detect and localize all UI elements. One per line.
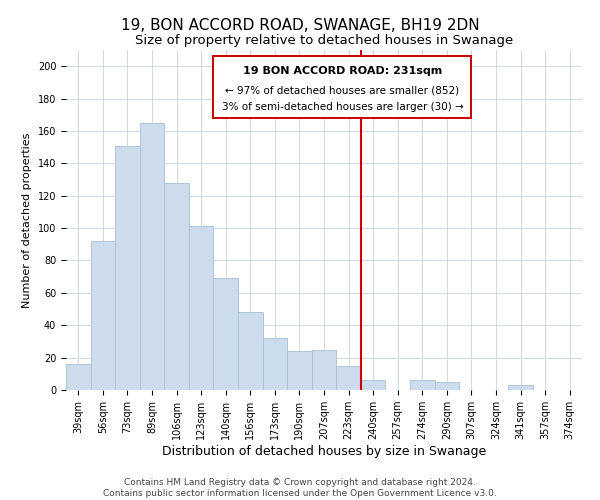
Y-axis label: Number of detached properties: Number of detached properties — [22, 132, 32, 308]
FancyBboxPatch shape — [214, 56, 472, 118]
Text: 19 BON ACCORD ROAD: 231sqm: 19 BON ACCORD ROAD: 231sqm — [243, 66, 442, 76]
Bar — [115, 146, 140, 390]
Bar — [238, 312, 263, 390]
Text: ← 97% of detached houses are smaller (852): ← 97% of detached houses are smaller (85… — [226, 86, 460, 96]
Bar — [164, 183, 189, 390]
Bar — [140, 123, 164, 390]
Title: Size of property relative to detached houses in Swanage: Size of property relative to detached ho… — [135, 34, 513, 48]
Bar — [66, 364, 91, 390]
Bar — [91, 241, 115, 390]
Text: Contains HM Land Registry data © Crown copyright and database right 2024.
Contai: Contains HM Land Registry data © Crown c… — [103, 478, 497, 498]
Text: 3% of semi-detached houses are larger (30) →: 3% of semi-detached houses are larger (3… — [221, 102, 463, 112]
Bar — [410, 380, 434, 390]
Bar — [189, 226, 214, 390]
Bar — [312, 350, 336, 390]
Bar — [434, 382, 459, 390]
X-axis label: Distribution of detached houses by size in Swanage: Distribution of detached houses by size … — [162, 445, 486, 458]
Text: 19, BON ACCORD ROAD, SWANAGE, BH19 2DN: 19, BON ACCORD ROAD, SWANAGE, BH19 2DN — [121, 18, 479, 32]
Bar — [287, 351, 312, 390]
Bar — [214, 278, 238, 390]
Bar — [263, 338, 287, 390]
Bar — [361, 380, 385, 390]
Bar — [508, 385, 533, 390]
Bar — [336, 366, 361, 390]
